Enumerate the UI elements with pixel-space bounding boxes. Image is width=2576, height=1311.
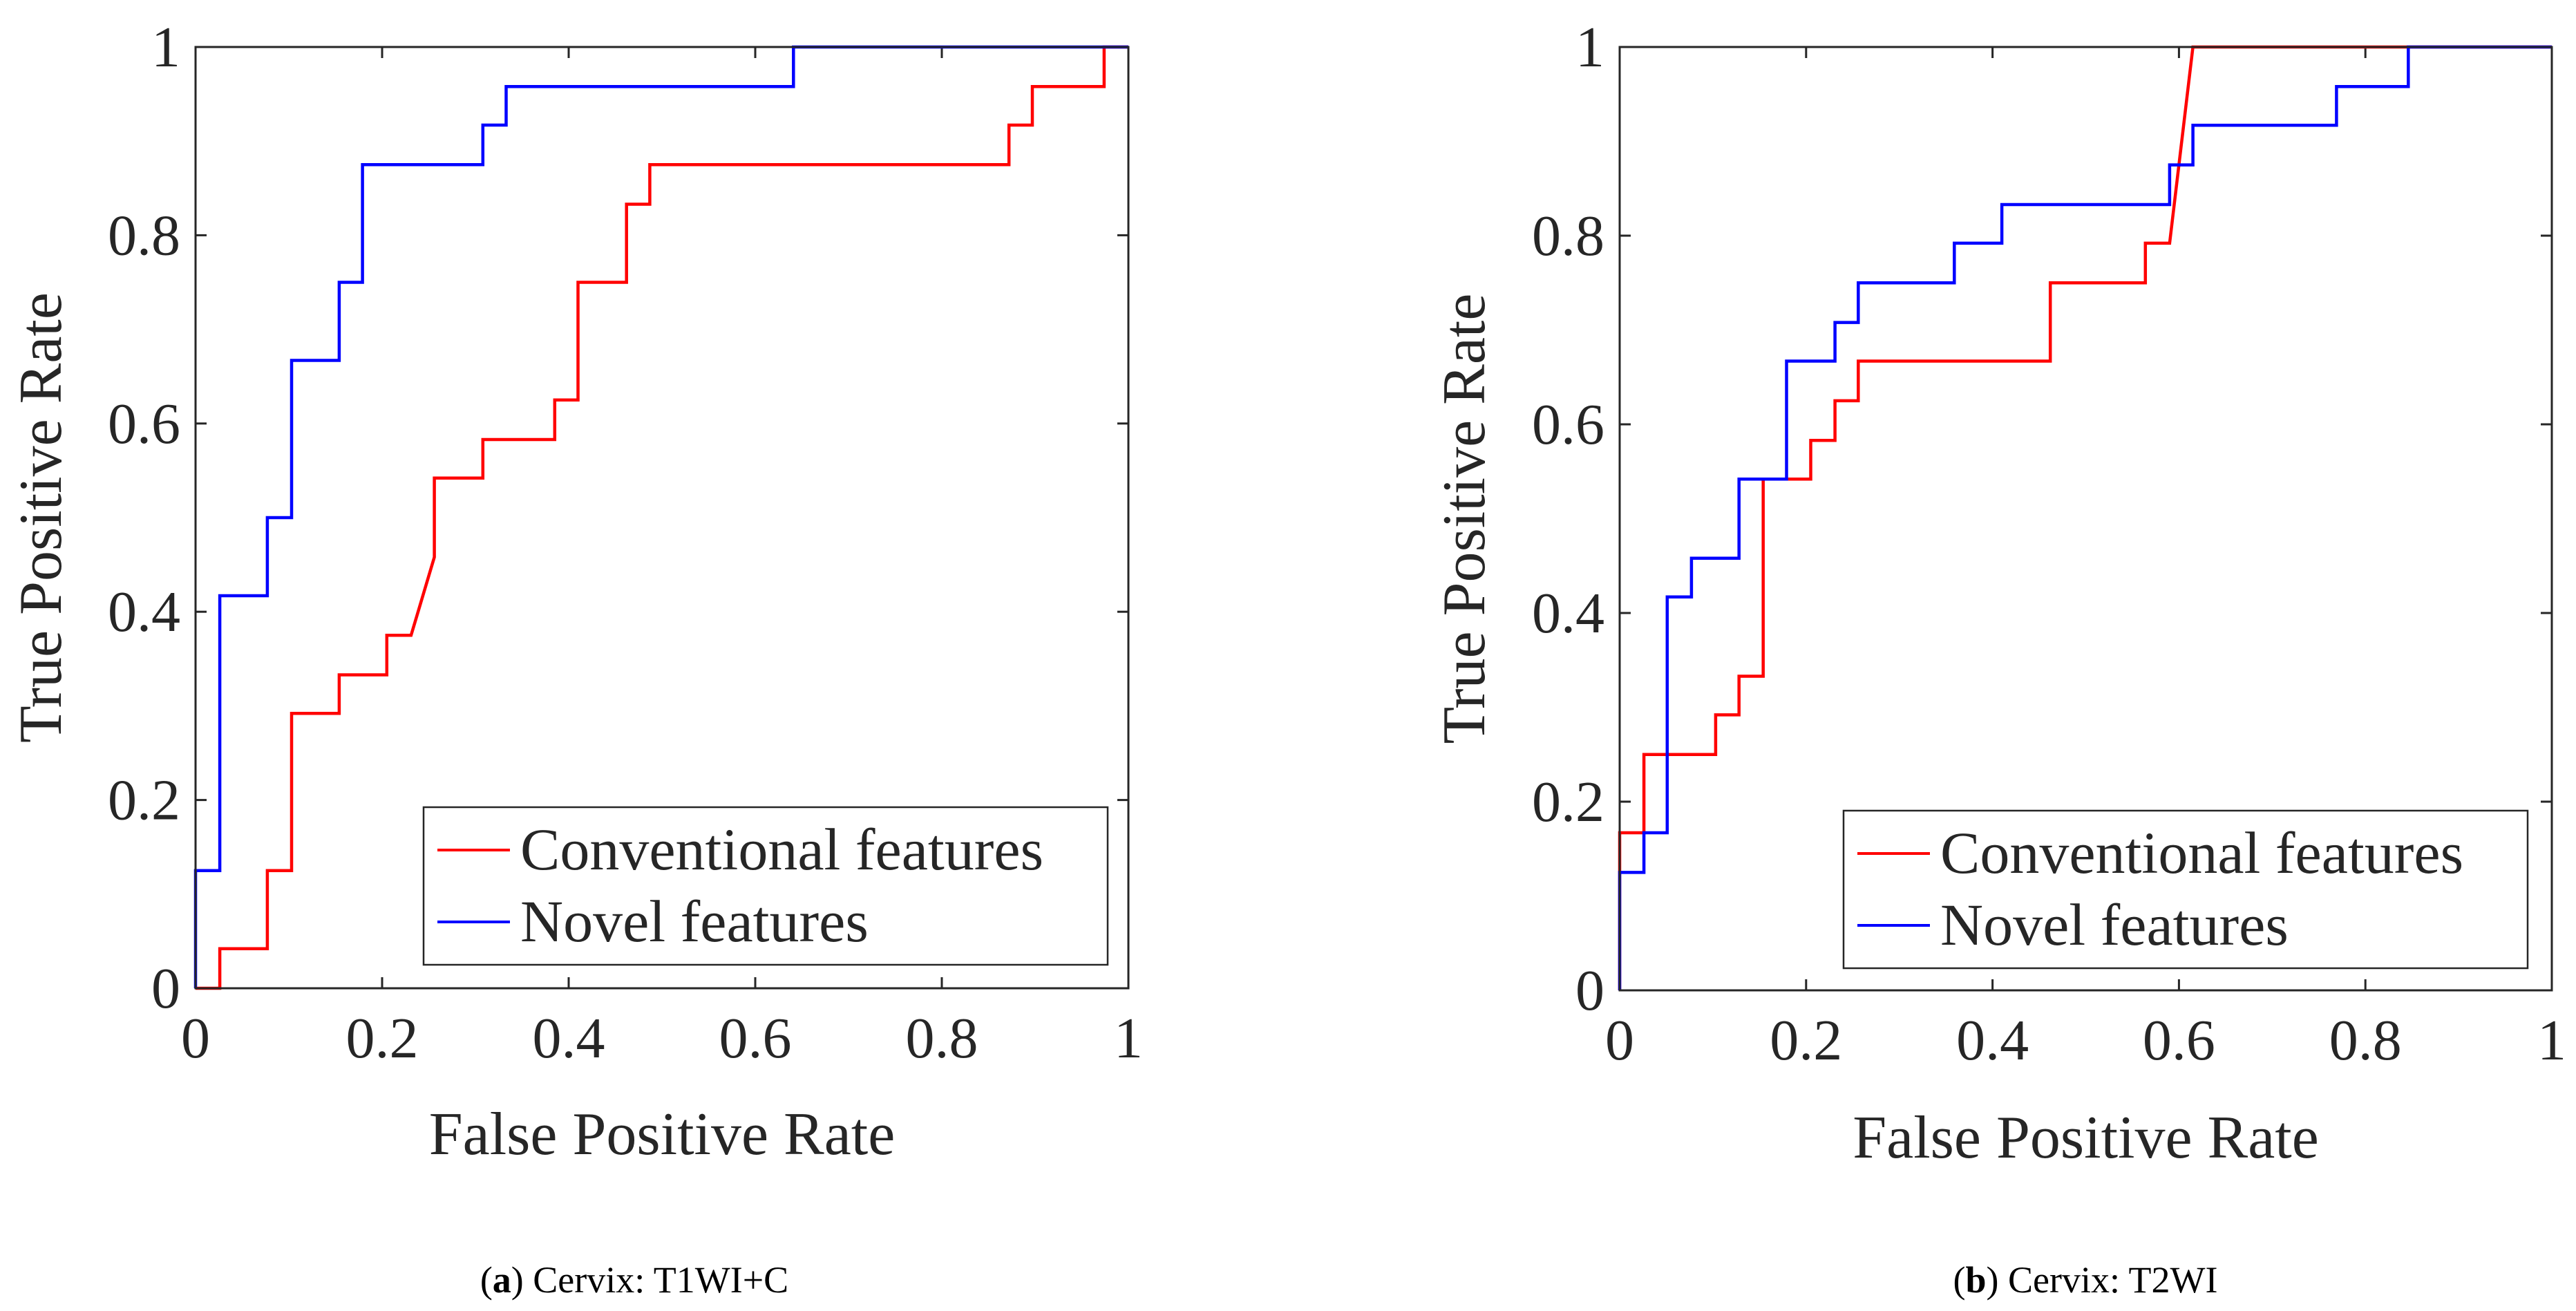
legend-label-novel: Novel features	[520, 888, 869, 954]
caption-b: (b) Cervix: T2WI	[1953, 1259, 2218, 1301]
x-tick-label: 1	[1114, 1006, 1143, 1071]
x-axis-label: False Positive Rate	[1853, 1104, 2319, 1171]
x-tick-label: 0.2	[346, 1006, 419, 1071]
x-axis-label: False Positive Rate	[429, 1101, 896, 1168]
x-tick-label: 1	[2537, 1008, 2566, 1073]
caption-close-paren: )	[1987, 1259, 1999, 1301]
roc-curves	[1618, 45, 2552, 990]
y-tick-label: 0.8	[1532, 204, 1604, 268]
y-tick-label: 0.4	[108, 580, 180, 644]
legend-box	[1842, 809, 2529, 970]
y-tick-label: 0	[151, 956, 180, 1021]
roc-curve-conventional-features	[196, 45, 1128, 990]
x-tick-label: 0.8	[2329, 1008, 2402, 1073]
axis-labels: False Positive Rate True Positive Rate	[8, 292, 895, 1168]
y-tick-label: 1	[151, 15, 180, 79]
x-tick-label: 0.4	[1956, 1008, 2029, 1073]
legend-label-novel: Novel features	[1940, 892, 2289, 958]
legend: Conventional features Novel features	[422, 806, 1109, 966]
caption-text: Cervix: T1WI+C	[524, 1259, 788, 1301]
y-tick-label: 0.2	[1532, 770, 1604, 834]
roc-curves	[193, 45, 1128, 990]
x-tick-label: 0	[1605, 1008, 1634, 1073]
axes-frame	[194, 46, 1130, 990]
caption-a: (a) Cervix: T1WI+C	[480, 1259, 788, 1301]
y-tick-label: 0.8	[108, 203, 180, 267]
x-tick-label: 0.6	[2143, 1008, 2215, 1073]
roc-curve-conventional-features	[1618, 45, 2552, 990]
legend-label-conventional: Conventional features	[1940, 820, 2463, 886]
caption-text: Cervix: T2WI	[1999, 1259, 2218, 1301]
y-tick-label: 0.6	[1532, 393, 1604, 457]
y-axis-label: True Positive Rate	[1431, 294, 1498, 744]
x-tick-label: 0.8	[906, 1006, 978, 1071]
y-tick-label: 0	[1575, 959, 1604, 1023]
legend-label-conventional: Conventional features	[520, 816, 1043, 883]
caption-letter: a	[493, 1259, 511, 1301]
panel-a: 0 0.2 0.4 0.6 0.8 1 0 0.2 0.4 0.6 0.8 1 False Posit…	[8, 15, 1143, 1301]
y-tick-label: 0.6	[108, 392, 180, 456]
caption-open-paren: (	[1953, 1259, 1966, 1301]
x-tick-label: 0.6	[719, 1006, 792, 1071]
axis-ticks: 0 0.2 0.4 0.6 0.8 1 0 0.2 0.4 0.6 0.8 1	[1532, 15, 2566, 1073]
axes-frame	[1618, 46, 2553, 992]
caption-letter: b	[1966, 1259, 1987, 1301]
y-axis-label: True Positive Rate	[8, 292, 75, 743]
roc-curve-novel-features	[1618, 45, 2552, 990]
x-tick-label: 0.2	[1770, 1008, 1842, 1073]
legend: Conventional features Novel features	[1842, 809, 2529, 970]
axis-labels: False Positive Rate True Positive Rate	[1431, 294, 2319, 1171]
y-tick-label: 0.2	[108, 768, 180, 833]
roc-curve-novel-features	[193, 45, 1128, 988]
axis-ticks: 0 0.2 0.4 0.6 0.8 1 0 0.2 0.4 0.6 0.8 1	[108, 15, 1143, 1071]
x-tick-label: 0	[181, 1006, 210, 1071]
panel-b: 0 0.2 0.4 0.6 0.8 1 0 0.2 0.4 0.6 0.8 1 False Posit…	[1431, 15, 2566, 1301]
caption-close-paren: )	[511, 1259, 524, 1301]
y-tick-label: 1	[1575, 15, 1604, 79]
y-tick-label: 0.4	[1532, 581, 1604, 645]
caption-open-paren: (	[480, 1259, 493, 1301]
x-tick-label: 0.4	[533, 1006, 605, 1071]
legend-box	[422, 806, 1109, 966]
